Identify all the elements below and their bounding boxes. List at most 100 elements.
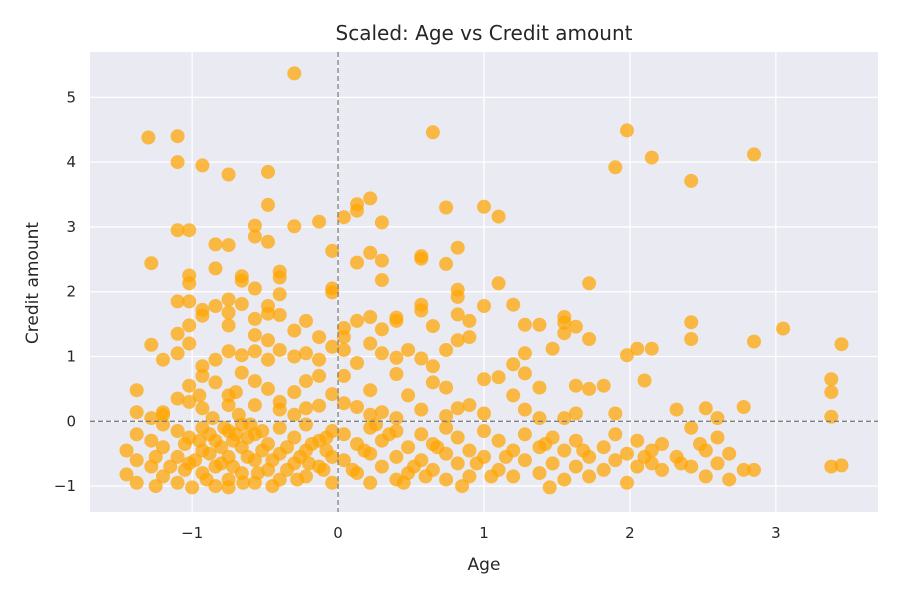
data-point [382,427,397,442]
data-point [221,344,236,359]
data-point [226,459,240,474]
data-point [684,315,699,330]
data-point [462,313,477,328]
data-point [234,297,249,311]
data-point [247,344,262,359]
data-point [177,437,192,451]
y-tick-label: 1 [66,348,76,366]
data-point [824,409,839,424]
y-tick-label: 4 [66,153,76,171]
data-point [261,197,275,212]
data-point [722,446,737,461]
data-point [630,433,645,448]
data-point [425,359,440,374]
data-point [596,462,611,477]
data-point [407,459,421,474]
y-tick-label: 5 [66,88,76,106]
data-point [450,401,465,416]
data-point [247,374,262,389]
data-point [240,430,255,445]
data-point [312,368,327,383]
chart-title: Scaled: Age vs Credit amount [336,21,633,45]
x-tick-label: 1 [479,524,489,542]
data-point [568,406,583,421]
data-point [170,424,185,438]
data-point [582,276,597,291]
data-point [637,449,652,464]
data-point [674,456,688,471]
data-point [129,475,144,490]
data-point [698,401,713,416]
data-point [477,372,491,387]
data-point [363,245,378,260]
data-point [477,299,491,313]
data-point [450,289,465,304]
data-point [325,475,340,490]
data-point [722,472,737,487]
data-point [240,449,255,464]
data-point [439,380,454,395]
data-point [202,446,217,461]
data-point [608,406,623,421]
data-point [287,349,302,364]
data-point [287,219,302,234]
data-point [710,411,725,426]
data-point [261,352,275,367]
data-point [557,326,572,341]
data-point [287,407,302,422]
data-point [477,406,491,421]
data-point [119,443,134,458]
data-point [374,215,389,230]
data-point [491,209,506,224]
data-point [199,472,214,487]
data-point [141,130,156,145]
data-point [336,368,351,383]
data-point [684,332,699,346]
data-point [557,443,572,458]
data-point [228,427,243,442]
data-point [182,294,197,309]
data-point [208,237,223,252]
data-point [532,380,547,395]
data-point [776,321,791,336]
data-point [170,326,185,341]
data-point [287,323,302,338]
data-point [316,462,331,477]
data-point [236,475,251,490]
data-point [401,343,416,357]
data-point [620,123,634,138]
data-point [195,401,210,416]
data-point [439,200,454,215]
data-point [439,343,454,357]
data-point [182,276,197,291]
data-point [568,433,583,448]
data-point [439,420,454,435]
data-point [336,427,351,442]
data-point [620,348,634,363]
data-point [214,440,229,455]
data-point [517,402,532,417]
data-point [684,420,699,435]
data-point [129,383,144,398]
data-point [637,373,652,388]
data-point [221,167,236,182]
data-point [557,315,572,330]
x-tick-label: 2 [625,524,635,542]
data-point [477,199,491,214]
data-point [255,424,270,438]
data-point [336,396,351,411]
data-point [208,299,223,313]
data-point [425,319,440,334]
data-point [156,440,170,455]
data-point [214,456,229,471]
data-point [834,337,849,352]
data-point [272,308,287,322]
data-point [299,313,313,328]
data-point [363,475,378,490]
data-point [261,234,275,249]
data-point [374,459,389,474]
data-point [280,462,294,477]
data-point [290,472,305,487]
data-point [350,400,364,414]
